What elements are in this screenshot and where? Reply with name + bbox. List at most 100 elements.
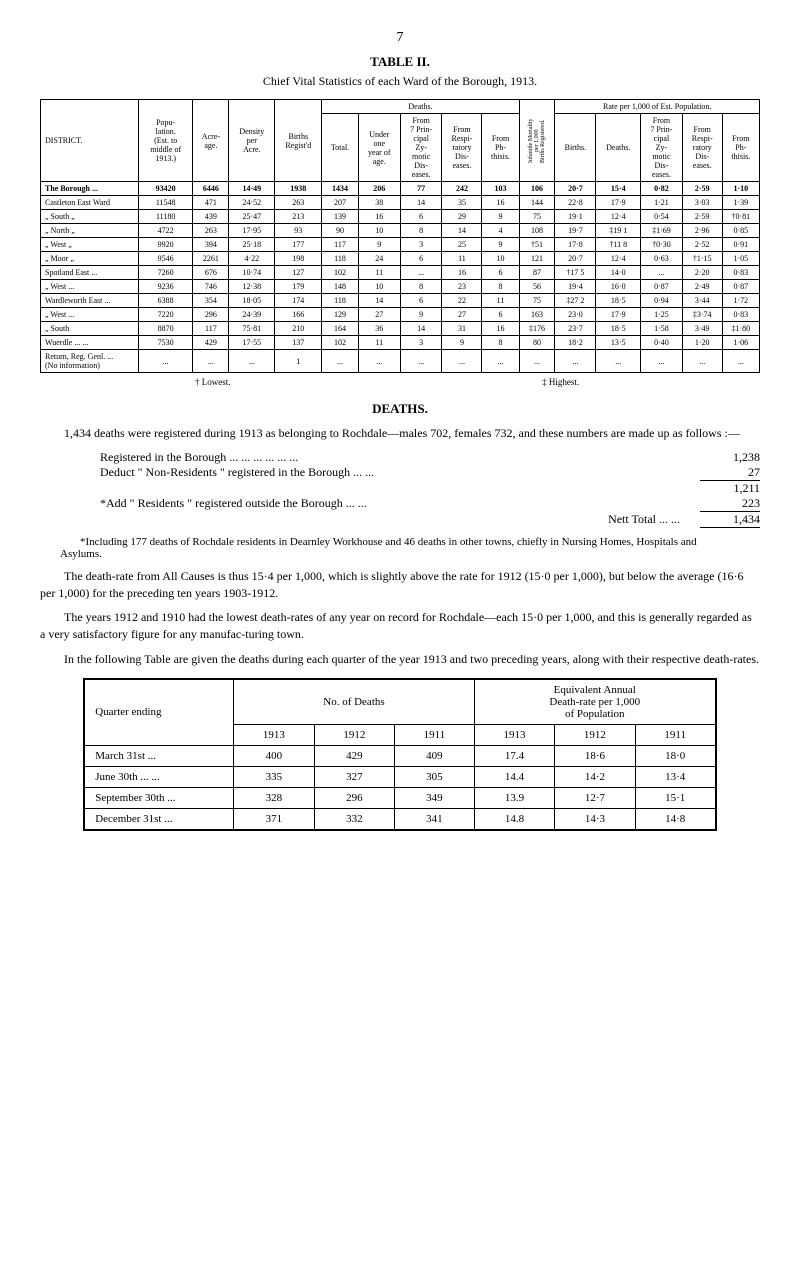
q-cell: 296 [314,787,394,808]
cell: 18·05 [229,294,275,308]
cell: 24 [358,252,400,266]
cell: 2·49 [682,280,722,294]
cell: ‡27 2 [555,294,596,308]
cell: 16 [358,210,400,224]
cell: 2·59 [682,182,722,196]
q-year: 1912 [314,724,394,745]
cell: 18·2 [555,336,596,350]
quarter-table: Quarter ending No. of Deaths Equivalent … [83,678,717,831]
cell: 8 [482,336,519,350]
cell: 6446 [193,182,229,196]
cell: †0·81 [722,210,759,224]
cell: 7530 [139,336,193,350]
col-density: Density per Acre. [229,100,275,182]
cell: 206 [358,182,400,196]
cell: 17·9 [596,196,641,210]
cell: 394 [193,238,229,252]
cell: 746 [193,280,229,294]
cell: 1·58 [641,322,683,336]
q-cell: June 30th ... ... [84,766,234,787]
q-cell: 13.9 [474,787,554,808]
cell: 0·54 [641,210,683,224]
cell: 6 [482,308,519,322]
cell: 263 [193,224,229,238]
cell: 0·40 [641,336,683,350]
legend-lowest: † Lowest. [40,377,386,387]
cell: 13·5 [596,336,641,350]
cell: 11180 [139,210,193,224]
cell: 263 [275,196,322,210]
cell: 19·4 [555,280,596,294]
cell: 0·85 [722,224,759,238]
q-cell: 14·3 [555,808,635,830]
cell: 19·1 [555,210,596,224]
cell: ... [442,350,482,373]
cell: 14 [400,322,442,336]
cell: ... [322,350,358,373]
cell: 16·0 [596,280,641,294]
cell: 25·47 [229,210,275,224]
col-rphth: From Ph- thisis. [722,114,759,182]
q-cell: 17.4 [474,745,554,766]
cell: 80 [519,336,555,350]
cell: 7260 [139,266,193,280]
col-acre: Acre- age. [193,100,229,182]
cell: 9920 [139,238,193,252]
cell: 12·4 [596,210,641,224]
cell: 56 [519,280,555,294]
q-cell: 13·4 [635,766,716,787]
cell: 12·4 [596,252,641,266]
cell: „ Moor „ [41,252,139,266]
cell: 25 [442,238,482,252]
cell: 198 [275,252,322,266]
cell: 1·20 [682,336,722,350]
cell: 117 [322,238,358,252]
cell: 148 [322,280,358,294]
cell: ‡3·74 [682,308,722,322]
cell: ‡19 1 [596,224,641,238]
cell: 10 [358,224,400,238]
col-rdeath: Deaths. [596,114,641,182]
cell: 129 [322,308,358,322]
cell: „ West ... [41,280,139,294]
cell: ... [229,350,275,373]
cell: 0·94 [641,294,683,308]
q-cell: 335 [234,766,314,787]
col-total: Total. [322,114,358,182]
cell: 3·44 [682,294,722,308]
cell: ... [193,350,229,373]
cell: 27 [358,308,400,322]
cell: †11 8 [596,238,641,252]
cell: 25·18 [229,238,275,252]
cell: 9 [442,336,482,350]
cell: 24·39 [229,308,275,322]
cell: 14 [442,224,482,238]
cell: 139 [322,210,358,224]
calc-val3: 1,211 [700,481,760,496]
cell: 108 [519,224,555,238]
calc-block: Registered in the Borough ... ... ... ..… [100,450,760,528]
cell: „ West „ [41,238,139,252]
cell: 93 [275,224,322,238]
cell: ... [722,350,759,373]
cell: 24·52 [229,196,275,210]
q-cell: 332 [314,808,394,830]
q-year: 1913 [474,724,554,745]
cell: 23 [442,280,482,294]
cell: 439 [193,210,229,224]
q-year: 1912 [555,724,635,745]
cell: ... [641,350,683,373]
cell: 102 [322,336,358,350]
q-cell: 409 [395,745,475,766]
footnote: *Including 177 deaths of Rochdale reside… [60,536,740,560]
cell: 1·05 [722,252,759,266]
deaths-heading: DEATHS. [40,401,760,417]
q-cell: 305 [395,766,475,787]
cell: 174 [275,294,322,308]
cell: 10·74 [229,266,275,280]
cell: 11548 [139,196,193,210]
cell: 471 [193,196,229,210]
cell: 9236 [139,280,193,294]
q-cell: 18·0 [635,745,716,766]
calc-val1: 1,238 [700,450,760,465]
